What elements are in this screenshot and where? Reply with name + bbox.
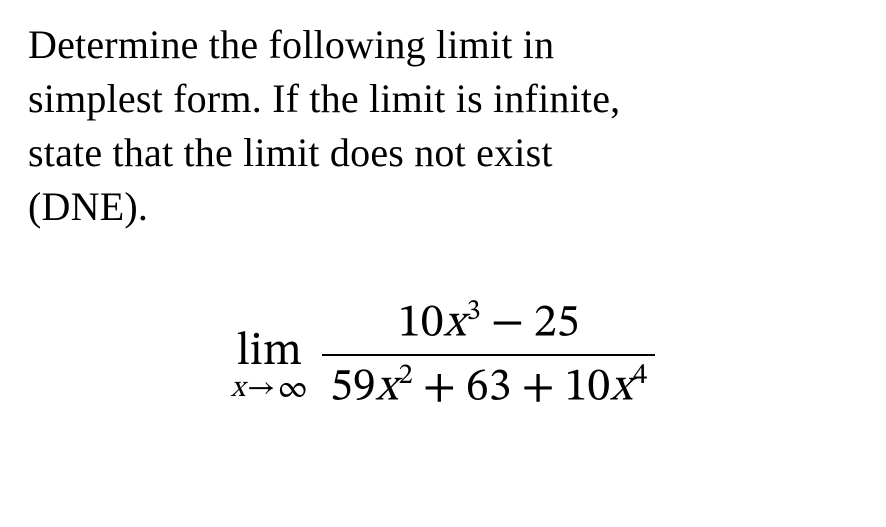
num-term1-coeff: 10 [398,300,444,346]
prompt-text: Determine the following limit in simples… [28,18,858,234]
num-term1-var: x [444,300,466,346]
num-op1: − [491,300,524,346]
fraction: 10x3−25 59x2+63+10x4 [322,292,655,418]
den-term1-exp: 2 [399,361,413,390]
limit-wrap: lim x → ∞ 10x3−25 59x2+63+10x4 [231,292,656,418]
num-term2: 25 [534,300,580,346]
limit-subscript: x → ∞ [231,373,308,405]
num-term1-exp: 3 [467,297,481,326]
den-term3-exp: 4 [633,361,647,390]
denominator: 59x2+63+10x4 [322,356,655,418]
prompt-line-4: (DNE). [28,184,148,229]
arrow-icon: → [247,374,275,404]
den-term1-var: x [376,365,398,411]
den-term3-coeff: 10 [565,365,611,411]
prompt-line-3: state that the limit does not exist [28,130,553,175]
den-term2: 63 [466,365,512,411]
prompt-line-1: Determine the following limit in [28,22,554,67]
den-term3-var: x [610,365,632,411]
limit-operator: lim x → ∞ [231,329,308,405]
limit-variable: x [231,374,245,404]
den-term1-coeff: 59 [330,365,376,411]
limit-expression: lim x → ∞ 10x3−25 59x2+63+10x4 [28,292,858,418]
limit-label: lim [237,329,302,375]
infinity-icon: ∞ [278,373,309,405]
den-op2: + [521,365,554,411]
page-container: Determine the following limit in simples… [0,0,886,418]
numerator: 10x3−25 [390,292,587,354]
den-op1: + [423,365,456,411]
prompt-line-2: simplest form. If the limit is infinite, [28,76,620,121]
